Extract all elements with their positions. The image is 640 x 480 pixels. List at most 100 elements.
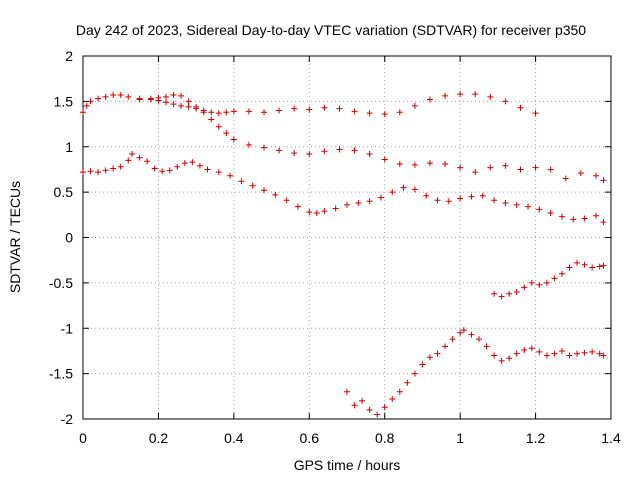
- data-point: [577, 170, 584, 177]
- data-point: [396, 388, 403, 395]
- data-point: [185, 103, 192, 110]
- plot-border: [82, 55, 612, 420]
- data-point: [574, 350, 581, 357]
- x-tick-label: 1.4: [601, 430, 621, 446]
- data-point: [558, 347, 565, 354]
- data-point: [125, 93, 132, 100]
- data-point: [159, 168, 166, 175]
- data-point: [291, 105, 298, 112]
- data-point: [562, 175, 569, 182]
- data-point: [434, 350, 441, 357]
- data-point: [245, 108, 252, 115]
- data-point: [498, 293, 505, 300]
- x-tick-label: 0: [79, 430, 87, 446]
- data-point: [359, 397, 366, 404]
- data-point: [223, 109, 230, 116]
- data-point: [276, 147, 283, 154]
- data-point: [502, 162, 509, 169]
- x-axis-label: GPS time / hours: [294, 457, 401, 473]
- data-point: [261, 187, 268, 194]
- data-point: [261, 144, 268, 151]
- data-point: [102, 167, 109, 174]
- data-point: [321, 148, 328, 155]
- y-tick-label: 2: [65, 48, 73, 64]
- data-point: [472, 91, 479, 98]
- data-point: [551, 350, 558, 357]
- x-tick-label: 0.4: [224, 430, 244, 446]
- data-point: [491, 352, 498, 359]
- data-point: [215, 169, 222, 176]
- data-point: [80, 169, 86, 176]
- data-point: [351, 402, 358, 409]
- data-point: [483, 343, 490, 350]
- data-point: [419, 361, 426, 368]
- series-sat-e: [344, 327, 607, 418]
- data-point: [83, 102, 90, 109]
- data-point: [306, 106, 313, 113]
- data-point: [261, 109, 268, 116]
- data-point: [558, 270, 565, 277]
- data-point: [426, 354, 433, 361]
- data-point: [117, 92, 124, 99]
- y-tick-label: -1: [61, 320, 74, 336]
- data-point: [487, 93, 494, 100]
- y-tick-label: -2: [61, 411, 74, 427]
- data-point: [355, 200, 362, 207]
- data-point: [596, 350, 603, 357]
- data-point: [230, 108, 237, 115]
- data-point: [491, 290, 498, 297]
- data-point: [144, 158, 151, 165]
- data-point: [245, 141, 252, 148]
- data-point: [528, 279, 535, 286]
- data-point: [381, 404, 388, 411]
- data-point: [442, 160, 449, 167]
- data-point: [396, 109, 403, 116]
- data-point: [426, 96, 433, 103]
- data-point: [589, 264, 596, 271]
- data-point: [336, 105, 343, 112]
- y-tick-label: -0.5: [49, 275, 73, 291]
- data-point: [411, 370, 418, 377]
- data-point: [592, 172, 599, 179]
- data-point: [162, 99, 169, 106]
- data-point: [193, 103, 200, 110]
- series-sat-c: [80, 151, 607, 226]
- data-point: [344, 201, 350, 208]
- data-point: [532, 164, 539, 171]
- data-point: [525, 203, 532, 210]
- data-point: [87, 168, 94, 175]
- y-tick-label: 0: [65, 230, 73, 246]
- data-point: [223, 130, 230, 137]
- data-point: [528, 345, 535, 352]
- data-point: [227, 172, 234, 179]
- data-point: [551, 275, 558, 282]
- series-sat-a: [80, 91, 539, 118]
- data-point: [208, 109, 215, 116]
- data-point: [351, 108, 358, 115]
- data-point: [411, 102, 418, 109]
- data-point: [600, 219, 607, 226]
- data-point: [532, 110, 539, 117]
- data-point: [434, 197, 441, 204]
- data-point: [411, 161, 418, 168]
- data-point: [521, 347, 528, 354]
- data-point: [215, 110, 222, 117]
- data-point: [162, 93, 169, 100]
- data-point: [426, 160, 433, 167]
- x-tick-label: 1: [456, 430, 464, 446]
- data-point: [147, 95, 154, 102]
- y-tick-label: 1: [65, 139, 73, 155]
- data-point: [151, 165, 158, 172]
- data-point: [238, 178, 245, 185]
- data-point: [517, 166, 524, 173]
- data-point: [174, 163, 181, 170]
- data-point: [457, 329, 464, 336]
- data-point: [396, 160, 403, 167]
- data-point: [87, 98, 94, 105]
- data-point: [513, 350, 520, 357]
- data-point: [366, 406, 373, 413]
- data-point: [189, 159, 196, 166]
- data-point: [306, 151, 313, 158]
- axis-ticks: 0 0.2 0.4 0.6 0.8 1 1.2 1.4 -2 -1.5 -1 -0.5 0 0.5 1 1.5…: [49, 48, 621, 446]
